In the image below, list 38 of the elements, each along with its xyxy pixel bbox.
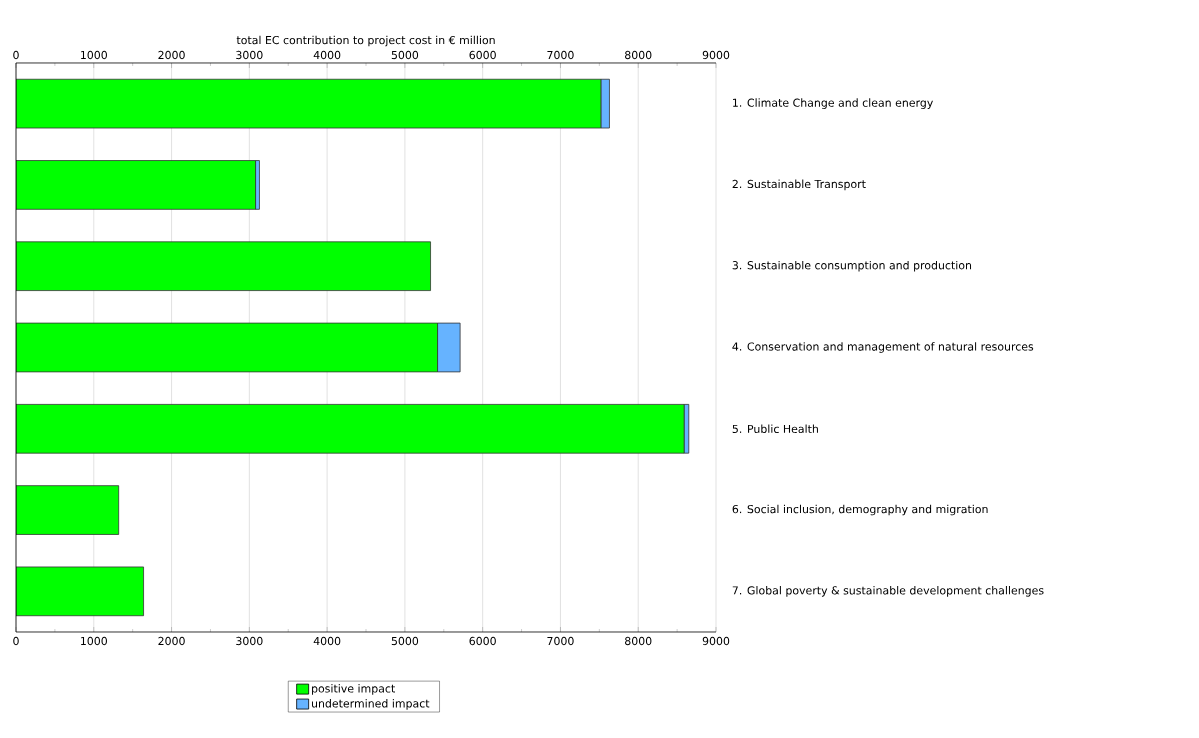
x-tick-label: 8000 [625, 50, 652, 60]
x-tick-label: 4000 [313, 50, 341, 60]
x-tick-label: 5000 [391, 50, 419, 60]
x2-tick-label: 4000 [313, 636, 341, 646]
bar [16, 485, 120, 535]
x-tick-label: 9000 [702, 50, 730, 60]
y-tick-label: 4. Conservation and management of natural resources [732, 342, 1034, 353]
bar [16, 322, 438, 373]
x-tick-label: 1000 [81, 50, 107, 60]
x-tick-label: 6000 [469, 50, 496, 60]
y-tick-label: 1. Climate Change and clean energy [733, 98, 933, 109]
x2-tick-label: 7000 [547, 636, 574, 646]
x2-tick-label: 5000 [391, 636, 419, 646]
y-tick-label: 7. Global poverty & sustainable development challenges [732, 586, 1044, 597]
legend-label: undetermined impact [311, 699, 430, 710]
legend-label: positive impact [312, 684, 395, 695]
bar [16, 160, 256, 210]
bar [16, 566, 144, 617]
y-tick-label: 2. Sustainable Transport [732, 179, 866, 191]
x2-tick-label: 0 [13, 636, 19, 646]
bar [16, 403, 685, 454]
y-tick-label: 5. Public Health [732, 424, 818, 434]
x2-tick-label: 9000 [702, 636, 730, 646]
x2-tick-label: 3000 [236, 636, 263, 646]
y-tick-label: 6. Social inclusion, demography and migration [732, 504, 988, 516]
x2-tick-label: 6000 [469, 636, 496, 646]
x-tick-label: 3000 [236, 50, 263, 60]
x2-axis-title: total EC contribution to project cost in € million [236, 35, 495, 47]
x-tick-label: 7000 [547, 50, 574, 60]
bar [16, 78, 602, 129]
y-tick-label: 3. Sustainable consumption and production [732, 260, 972, 272]
x2-tick-label: 2000 [158, 636, 185, 646]
x2-tick-label: 1000 [81, 636, 107, 646]
x-tick-label: 0 [13, 50, 19, 60]
bar [16, 241, 431, 291]
x2-tick-label: 8000 [625, 636, 652, 646]
bar [437, 322, 461, 373]
x-tick-label: 2000 [158, 50, 185, 60]
